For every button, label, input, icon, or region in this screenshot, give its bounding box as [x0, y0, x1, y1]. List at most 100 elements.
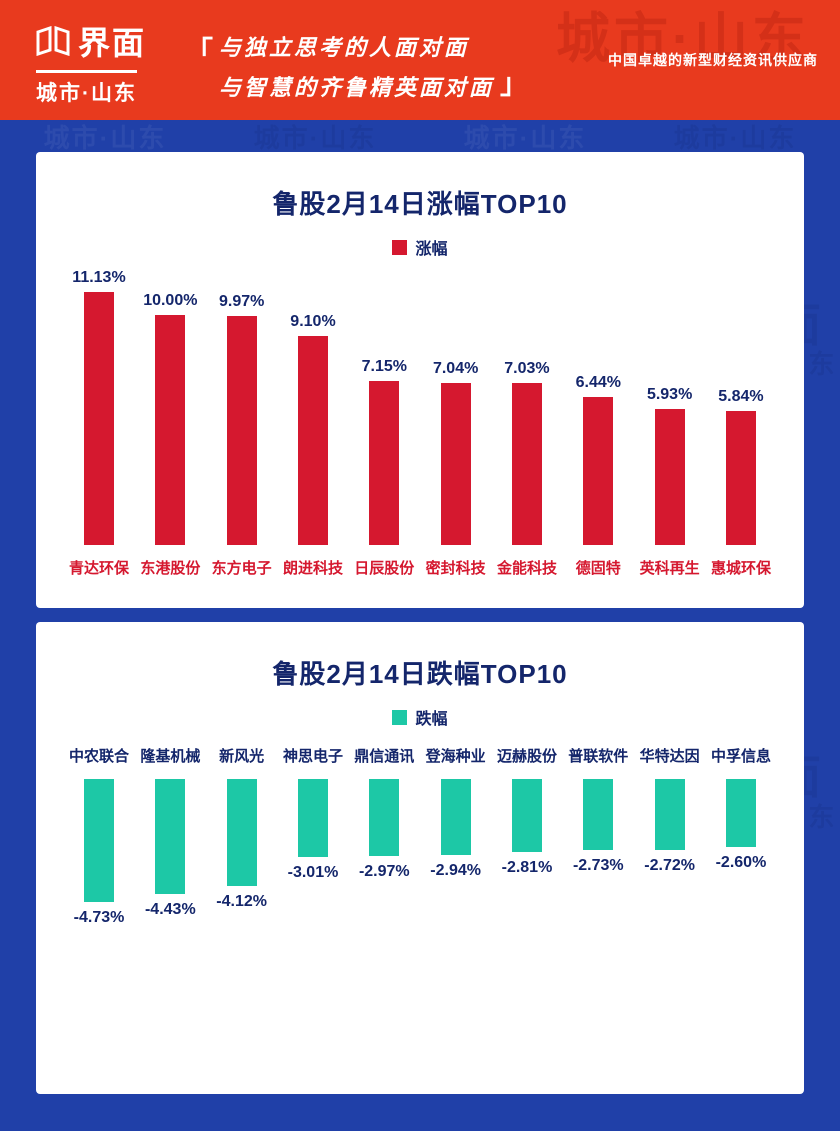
gainer-value-label: 7.04%	[432, 360, 479, 377]
loser-column: 华特达因 -2.72%	[635, 745, 705, 875]
gainer-value-label: 9.10%	[290, 313, 336, 330]
loser-value-label: -2.60%	[715, 854, 767, 871]
gainer-column: 7.04% 密封科技	[421, 269, 491, 577]
gainer-category-label: 英科再生	[639, 560, 700, 577]
loser-column: 迈赫股份 -2.81%	[492, 745, 562, 877]
loser-bar	[297, 779, 328, 857]
losers-bar-chart: 中农联合 -4.73% 隆基机械 -4.43% 新风光 -4.12% 神思电子 -3.01% 鼎…	[36, 745, 804, 927]
loser-category-label: 神思电子	[282, 748, 343, 765]
gainer-value-label: 7.15%	[361, 358, 407, 375]
gainer-bar	[725, 411, 756, 545]
loser-bar	[155, 779, 186, 894]
gainer-category-label: 金能科技	[496, 560, 557, 577]
loser-column: 神思电子 -3.01%	[278, 745, 348, 882]
loser-category-label: 普联软件	[568, 748, 629, 765]
gainer-column: 5.84% 惠城环保	[706, 269, 776, 577]
loser-bar	[226, 779, 257, 886]
losers-card: 鲁股2月14日跌幅TOP10 跌幅 中农联合 -4.73% 隆基机械 -4.43% 新风…	[36, 622, 804, 1094]
brand-subtitle: 城市·山东	[36, 70, 137, 107]
gainers-legend: 涨幅	[36, 235, 804, 259]
gainer-category-label: 东港股份	[140, 560, 201, 577]
loser-value-label: -2.94%	[430, 862, 481, 879]
loser-bar	[440, 779, 471, 855]
quote-close-bracket: 」	[500, 68, 529, 99]
loser-category-label: 中农联合	[68, 748, 129, 765]
gainer-column: 11.13% 青达环保	[64, 269, 134, 577]
brand-name: 界面	[78, 25, 147, 61]
quote-open-bracket: 「	[185, 36, 214, 67]
loser-value-label: -4.73%	[73, 909, 125, 926]
gainer-category-label: 青达环保	[68, 560, 129, 577]
loser-bar	[654, 779, 685, 850]
loser-category-label: 登海种业	[425, 748, 486, 765]
loser-column: 鼎信通讯 -2.97%	[349, 745, 419, 881]
header-quote: 「 与独立思考的人面对面 与智慧的齐鲁精英面对面 」	[185, 30, 528, 102]
gainer-category-label: 东方电子	[211, 560, 272, 577]
loser-bar	[369, 779, 400, 856]
loser-column: 普联软件 -2.73%	[563, 745, 633, 875]
gainer-column: 9.10% 朗进科技	[278, 269, 348, 577]
loser-category-label: 迈赫股份	[496, 748, 557, 765]
loser-column: 中孚信息 -2.60%	[706, 745, 776, 872]
loser-category-label: 鼎信通讯	[354, 748, 415, 765]
loser-value-label: -3.01%	[287, 864, 339, 881]
loser-value-label: -2.81%	[501, 859, 553, 876]
loser-bar	[583, 779, 614, 850]
losers-legend: 跌幅	[36, 705, 804, 729]
gainer-bar	[155, 315, 186, 545]
gainer-value-label: 9.97%	[218, 293, 265, 310]
gainer-bar	[654, 409, 685, 545]
jiemian-logo-icon	[36, 26, 70, 56]
gainer-value-label: 6.44%	[575, 374, 621, 391]
gainer-value-label: 11.13%	[72, 269, 126, 286]
gainer-bar	[84, 292, 114, 545]
gainer-category-label: 朗进科技	[282, 560, 343, 577]
gainer-category-label: 德固特	[575, 560, 621, 577]
loser-category-label: 中孚信息	[710, 748, 771, 765]
jiemian-logo: 界面 城市·山东	[36, 18, 146, 107]
quote-line-2: 与智慧的齐鲁精英面对面	[219, 75, 495, 100]
header-tagline: 中国卓越的新型财经资讯供应商	[608, 52, 818, 68]
loser-value-label: -2.73%	[572, 857, 624, 874]
gainer-column: 5.93% 英科再生	[635, 269, 705, 577]
loser-value-label: -2.97%	[358, 863, 410, 880]
gainer-value-label: 7.03%	[504, 360, 550, 377]
gainer-value-label: 5.84%	[718, 388, 764, 405]
loser-category-label: 华特达因	[639, 748, 700, 765]
gainer-category-label: 惠城环保	[710, 560, 771, 577]
loser-bar	[84, 779, 114, 902]
gainer-bar	[226, 316, 257, 545]
gainer-value-label: 10.00%	[143, 292, 198, 309]
loser-column: 登海种业 -2.94%	[421, 745, 491, 880]
losers-legend-swatch	[392, 709, 408, 725]
gainer-bar	[297, 336, 328, 545]
gainer-bar	[511, 383, 542, 545]
loser-column: 中农联合 -4.73%	[64, 745, 134, 927]
loser-value-label: -4.43%	[144, 901, 196, 918]
gainers-title: 鲁股2月14日涨幅TOP10	[272, 189, 568, 219]
header-banner: 城市·山东 界面 城市·山东 「 与独立思考的人面对面 与智慧的齐鲁精英面对面 …	[0, 0, 840, 120]
gainers-legend-label: 涨幅	[415, 241, 448, 258]
gainer-bar	[583, 397, 614, 545]
losers-title: 鲁股2月14日跌幅TOP10	[272, 659, 568, 689]
gainer-column: 9.97% 东方电子	[207, 269, 277, 577]
loser-bar	[725, 779, 756, 847]
loser-value-label: -4.12%	[216, 893, 267, 910]
gainers-card: 鲁股2月14日涨幅TOP10 涨幅 11.13% 青达环保 10.00% 东港股份 9.…	[36, 152, 804, 608]
gainer-column: 6.44% 德固特	[563, 269, 633, 577]
gainer-bar	[440, 383, 471, 545]
loser-column: 隆基机械 -4.43%	[135, 745, 205, 919]
losers-legend-label: 跌幅	[415, 711, 448, 728]
loser-bar	[511, 779, 542, 852]
gainer-category-label: 密封科技	[425, 560, 486, 577]
loser-category-label: 隆基机械	[140, 748, 201, 765]
loser-category-label: 新风光	[219, 748, 265, 765]
gainers-legend-swatch	[392, 239, 408, 255]
gainers-bar-chart: 11.13% 青达环保 10.00% 东港股份 9.97% 东方电子 9.10% 朗进科技 7.…	[36, 269, 804, 577]
gainer-bar	[369, 381, 400, 545]
gainer-value-label: 5.93%	[646, 386, 693, 403]
quote-line-1: 与独立思考的人面对面	[219, 35, 470, 60]
gainer-category-label: 日辰股份	[354, 560, 415, 577]
loser-value-label: -2.72%	[644, 857, 695, 874]
gainer-column: 7.03% 金能科技	[492, 269, 562, 577]
